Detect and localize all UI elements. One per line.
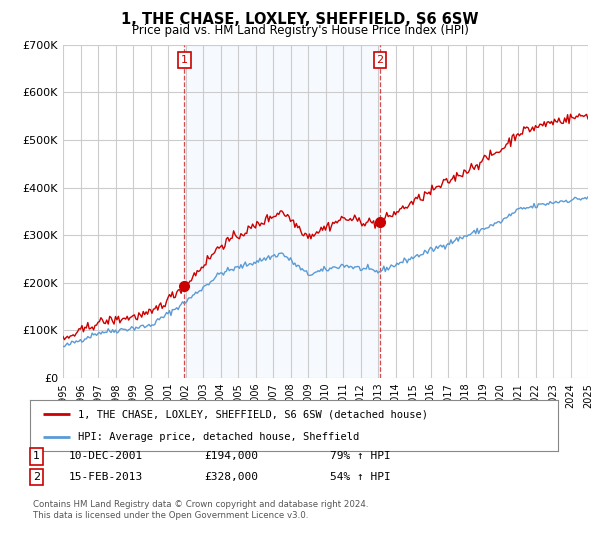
Text: 2: 2 <box>33 472 40 482</box>
Text: £194,000: £194,000 <box>204 451 258 461</box>
Text: 1, THE CHASE, LOXLEY, SHEFFIELD, S6 6SW (detached house): 1, THE CHASE, LOXLEY, SHEFFIELD, S6 6SW … <box>77 409 428 419</box>
Text: HPI: Average price, detached house, Sheffield: HPI: Average price, detached house, Shef… <box>77 432 359 442</box>
Text: Contains HM Land Registry data © Crown copyright and database right 2024.: Contains HM Land Registry data © Crown c… <box>33 500 368 509</box>
Text: 1, THE CHASE, LOXLEY, SHEFFIELD, S6 6SW: 1, THE CHASE, LOXLEY, SHEFFIELD, S6 6SW <box>121 12 479 27</box>
Text: 2: 2 <box>377 55 383 65</box>
Bar <box>184 45 380 378</box>
Text: 10-DEC-2001: 10-DEC-2001 <box>69 451 143 461</box>
Text: 1: 1 <box>181 55 188 65</box>
Text: Price paid vs. HM Land Registry's House Price Index (HPI): Price paid vs. HM Land Registry's House … <box>131 24 469 36</box>
Text: This data is licensed under the Open Government Licence v3.0.: This data is licensed under the Open Gov… <box>33 511 308 520</box>
Text: 15-FEB-2013: 15-FEB-2013 <box>69 472 143 482</box>
Text: 79% ↑ HPI: 79% ↑ HPI <box>330 451 391 461</box>
Text: £328,000: £328,000 <box>204 472 258 482</box>
Text: 54% ↑ HPI: 54% ↑ HPI <box>330 472 391 482</box>
Text: 1: 1 <box>33 451 40 461</box>
